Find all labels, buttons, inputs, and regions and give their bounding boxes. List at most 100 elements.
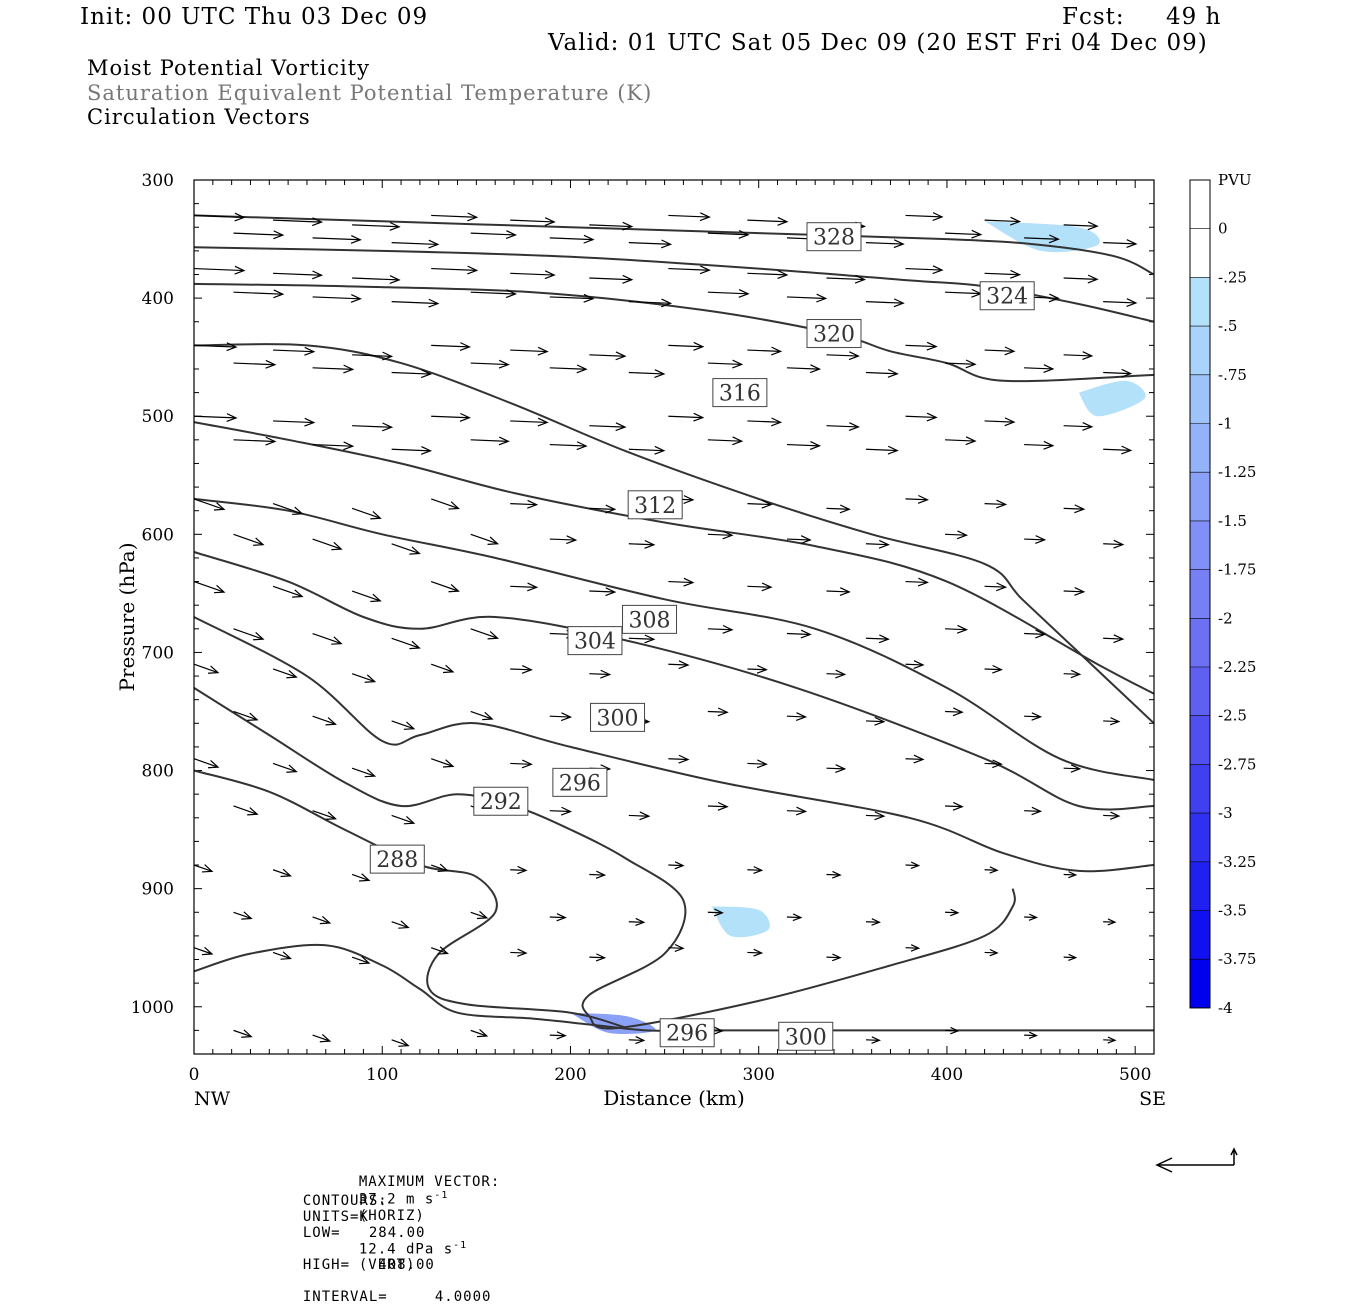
colorbar-swatch [1190, 277, 1210, 326]
colorbar-swatch [1190, 716, 1210, 765]
vector-arrow [826, 426, 858, 427]
colorbar-swatch [1190, 667, 1210, 716]
vector-arrow [787, 445, 820, 446]
vector-arrow [787, 368, 820, 369]
contour-label-296: 296 [660, 1019, 714, 1047]
vector-arrow [589, 278, 632, 280]
contour-label-text: 292 [480, 790, 522, 815]
colorbar-label: -1.25 [1218, 463, 1256, 481]
colorbar-label: -1 [1218, 415, 1233, 433]
vector-arrow [866, 544, 888, 545]
x-tick-label: 300 [742, 1065, 774, 1085]
vector-arrow [471, 711, 492, 719]
vector-arrow [273, 763, 296, 771]
vector-arrow [431, 582, 458, 592]
colorbar-label: -2.75 [1218, 755, 1256, 773]
theta-es-contour-308 [194, 499, 1154, 780]
pv-region-3 [985, 351, 1160, 464]
vector-arrow [826, 355, 858, 356]
vector-arrow [392, 243, 438, 245]
vector-arrow [431, 269, 477, 271]
vector-arrow [866, 638, 888, 639]
vector-arrow [866, 373, 897, 374]
contours-low: LOW= 284.00 [303, 1225, 426, 1241]
vector-arrow [194, 269, 244, 271]
vector-arrow [313, 368, 353, 370]
contour-label-324: 324 [980, 282, 1034, 310]
vector-arrow [550, 445, 586, 446]
vector-arrow [550, 539, 576, 540]
vector-arrow [985, 586, 1006, 587]
colorbar-swatch [1190, 911, 1210, 960]
colorbar-label: -3 [1218, 804, 1233, 822]
colorbar-swatch [1190, 813, 1210, 862]
colorbar-swatch [1190, 570, 1210, 619]
vector-arrow [747, 763, 766, 764]
colorbar-label: -.25 [1218, 268, 1247, 286]
vector-arrow [1103, 302, 1136, 303]
vector-arrow [708, 629, 732, 630]
colorbar: PVU0-.25-.5-.75-1-1.25-1.5-1.75-2-2.25-2… [1190, 171, 1256, 1017]
colorbar-label: -3.5 [1218, 902, 1247, 920]
contours-interval: INTERVAL= 4.0000 [303, 1289, 492, 1305]
vector-arrow [826, 768, 844, 769]
vector-arrow [352, 426, 391, 428]
vector-arrow [550, 238, 593, 240]
vector-arrow [550, 368, 586, 369]
contour-label-312: 312 [628, 491, 682, 519]
vector-arrow [589, 591, 615, 592]
vector-arrow [234, 363, 275, 365]
vector-arrow [431, 499, 458, 509]
colorbar-label: -4 [1218, 999, 1233, 1017]
colorbar-swatch [1190, 229, 1210, 278]
vector-arrow [471, 363, 509, 365]
vector-arrow [352, 278, 399, 280]
vector-arrow [352, 768, 375, 776]
colorbar-label: -3.75 [1218, 950, 1256, 968]
pv-region-7 [853, 817, 948, 901]
colorbar-swatch [1190, 180, 1210, 229]
vector-arrow [510, 220, 554, 222]
vector-arrow [708, 440, 742, 441]
vector-arrow [392, 815, 414, 823]
vector-arrow [945, 629, 966, 630]
vector-arrow [668, 345, 702, 346]
vector-arrow [589, 355, 625, 356]
y-tick-label: 500 [142, 407, 174, 427]
pv-region-11 [188, 953, 278, 969]
vector-arrow [273, 586, 302, 596]
vector-arrow [985, 273, 1020, 274]
vector-arrow [194, 416, 236, 418]
colorbar-swatch [1190, 424, 1210, 473]
colorbar-label: -1.5 [1218, 512, 1247, 530]
vector-arrow [787, 811, 806, 812]
vector-arrow [471, 629, 498, 638]
vector-arrow [826, 591, 849, 592]
x-tick-label: 100 [366, 1065, 398, 1085]
theta-es-contour-304 [194, 552, 1154, 809]
contour-label-text: 320 [813, 323, 855, 348]
vector-arrow [1064, 591, 1084, 592]
vector-arrow [708, 806, 727, 807]
contours-high: HIGH= 408.00 [303, 1257, 435, 1273]
vector-arrow [510, 763, 531, 764]
vector-arrow [510, 421, 547, 422]
contour-label-text: 316 [719, 382, 761, 407]
contour-label-320: 320 [807, 320, 861, 348]
x-end-label-right: SE [1139, 1088, 1166, 1110]
y-tick-label: 1000 [131, 998, 174, 1018]
vector-arrow [1064, 278, 1098, 279]
vector-arrow [1103, 243, 1136, 244]
vector-arrow [313, 238, 361, 240]
vector-arrow [352, 591, 380, 601]
contour-label-316: 316 [713, 379, 767, 407]
vector-arrow [629, 638, 654, 639]
contours-label: CONTOURS: [303, 1193, 388, 1209]
contour-label-text: 304 [574, 630, 616, 655]
vector-arrow [273, 421, 314, 423]
vector-arrow [313, 716, 336, 724]
contour-label-text: 296 [559, 771, 601, 796]
vector-arrow [510, 273, 554, 275]
vector-arrow [471, 233, 516, 235]
